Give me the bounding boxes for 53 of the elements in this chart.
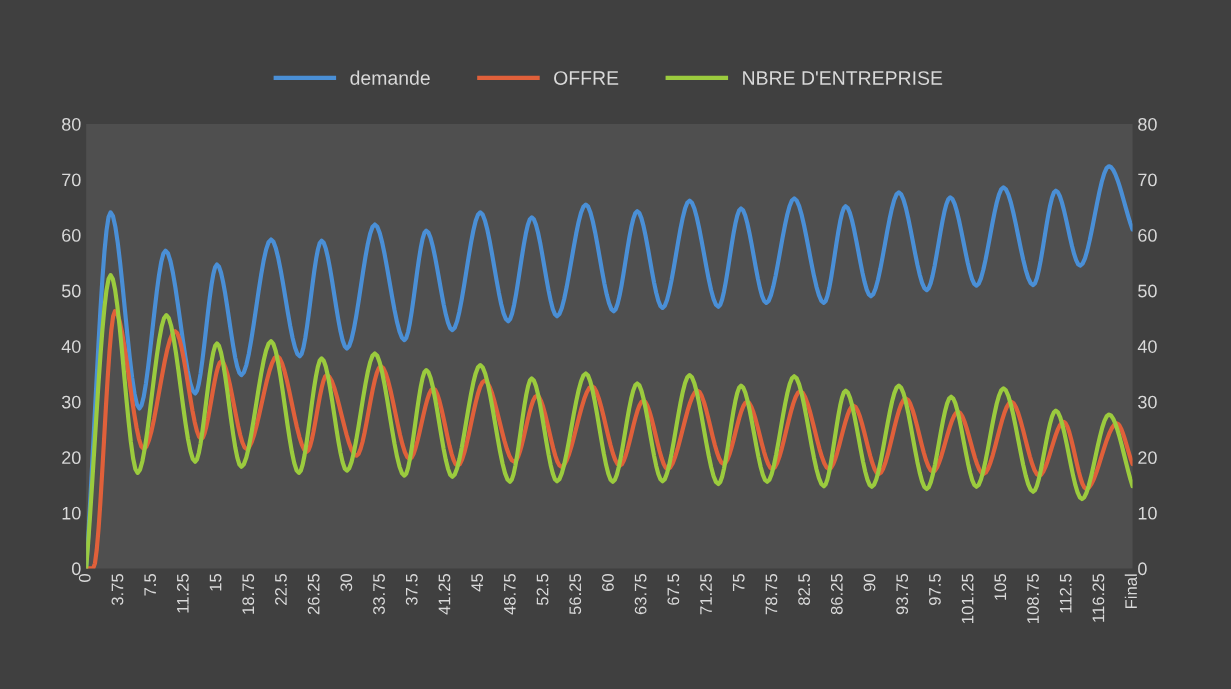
x-tick-label: 82.5 <box>798 573 811 605</box>
legend-label: demande <box>350 70 430 85</box>
x-tick-label: 52.5 <box>536 573 549 606</box>
x-tick-label: 71.25 <box>700 573 712 615</box>
x-tick-label: 15 <box>209 573 222 591</box>
x-tick-label: 56.25 <box>569 573 582 615</box>
y2-tick-label: 40 <box>1137 340 1157 353</box>
y-tick-label: 50 <box>61 284 81 298</box>
x-tick-label: 90 <box>863 573 876 592</box>
y2-tick-label: 60 <box>1138 229 1157 242</box>
x-tick-label: 93.75 <box>896 573 909 615</box>
y2-tick-label: 0 <box>1138 562 1147 576</box>
y-tick-label: 70 <box>62 173 81 187</box>
y-tick-label: 30 <box>61 395 81 409</box>
x-tick-label: 116.25 <box>1092 573 1105 622</box>
x-tick-label: 75 <box>732 573 745 591</box>
y2-tick-label: 80 <box>1138 117 1157 131</box>
x-tick-label: 3.75 <box>111 573 124 606</box>
x-tick-label: 67.5 <box>667 573 680 605</box>
y2-tick-label: 20 <box>1138 451 1157 465</box>
x-tick-label: 105 <box>994 573 1007 600</box>
y2-tick-label: 10 <box>1138 506 1157 520</box>
y-tick-label: 10 <box>62 506 81 520</box>
x-tick-label: 45 <box>471 573 484 592</box>
x-tick-label: 41.25 <box>438 573 451 615</box>
x-tick-label: 11.25 <box>176 573 189 613</box>
x-tick-label: 60 <box>602 573 614 591</box>
x-tick-label: 22.5 <box>275 573 287 605</box>
y-tick-label: 0 <box>71 562 81 576</box>
x-tick-label: 7.5 <box>144 573 157 596</box>
x-tick-label: 26.25 <box>307 573 320 615</box>
y-tick-label: 60 <box>62 229 81 242</box>
x-tick-label: 37.5 <box>405 573 418 606</box>
x-tick-label: 48.75 <box>503 573 516 615</box>
x-tick-label: 30 <box>340 573 353 592</box>
x-tick-label: 112.5 <box>1059 573 1072 613</box>
x-tick-label: 97.5 <box>929 573 941 605</box>
x-tick-label: Final <box>1124 574 1137 609</box>
y-tick-label: 20 <box>62 451 81 465</box>
x-tick-label: 108.75 <box>1027 573 1039 623</box>
legend-label: OFFRE <box>554 71 619 85</box>
x-tick-label: 18.75 <box>242 573 255 614</box>
x-tick-label: 78.75 <box>765 573 778 615</box>
y2-tick-label: 50 <box>1138 284 1157 298</box>
legend-label: NBRE D'ENTREPRISE <box>743 71 943 85</box>
y-tick-label: 40 <box>61 340 81 353</box>
x-tick-label: 101.25 <box>961 573 974 623</box>
x-tick-label: 63.75 <box>634 573 647 615</box>
y-tick-label: 80 <box>62 117 81 131</box>
x-tick-label: 86.25 <box>830 573 843 615</box>
y2-tick-label: 30 <box>1138 395 1157 409</box>
y2-tick-label: 70 <box>1138 173 1157 187</box>
x-tick-label: 33.75 <box>373 573 385 615</box>
